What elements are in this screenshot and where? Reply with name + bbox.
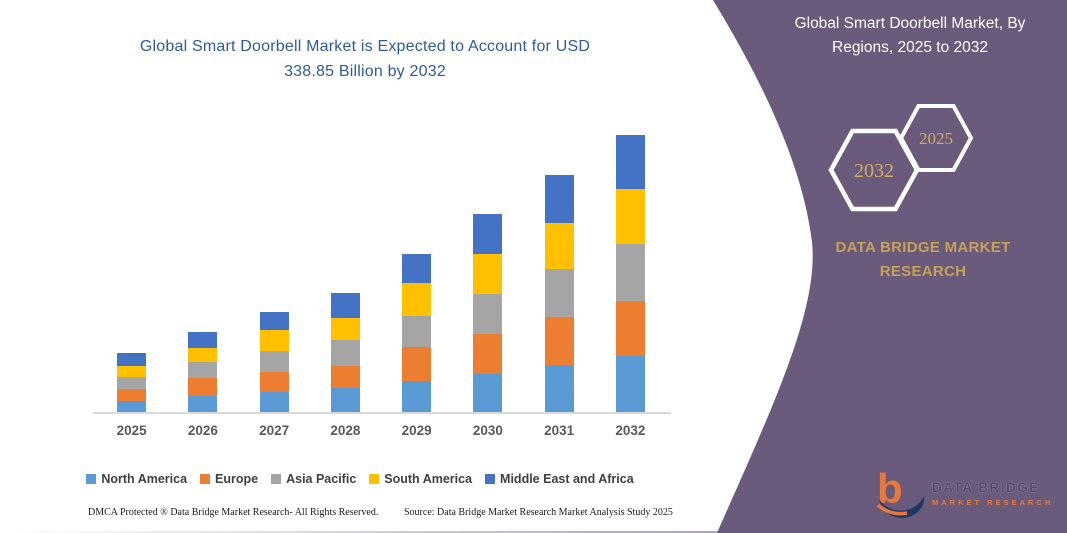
bar-segment — [402, 347, 432, 382]
bar-group-2032 — [615, 112, 645, 412]
brand-wordmark: DATA BRIDGE MARKET RESEARCH — [835, 239, 1011, 280]
bar-segment — [259, 312, 289, 331]
stacked-bar-2031 — [544, 174, 574, 412]
bar-segment — [330, 318, 360, 341]
hexagon-2032-label: 2032 — [854, 160, 894, 182]
bar-segment — [544, 365, 574, 412]
bar-segment — [259, 392, 289, 412]
bar-segment — [544, 317, 574, 366]
x-axis-label: 2026 — [187, 423, 218, 438]
bar-segment — [402, 316, 432, 348]
bar-segment — [188, 332, 218, 348]
bar-segment — [259, 330, 289, 351]
bar-segment — [615, 134, 645, 189]
bar-segment — [188, 347, 218, 363]
x-axis-baseline — [93, 412, 671, 414]
bar-segment — [615, 355, 645, 412]
bar-group-2028 — [330, 112, 360, 412]
bar-segment — [117, 366, 147, 378]
legend-label: South America — [384, 472, 473, 486]
x-axis-label: 2027 — [259, 423, 290, 438]
logo-subtitle: MARKET RESEARCH — [932, 497, 1054, 507]
bottom-border-line — [0, 531, 1067, 533]
bar-group-2026 — [188, 112, 218, 412]
legend-swatch — [485, 474, 496, 484]
dmca-notice: DMCA Protected ® Data Bridge Market Rese… — [88, 507, 379, 518]
bar-segment — [473, 253, 503, 294]
bar-segment — [259, 350, 289, 372]
bar-segment — [117, 400, 147, 412]
bar-group-2031 — [544, 112, 574, 412]
stacked-bar-2028 — [330, 293, 360, 412]
bar-segment — [544, 222, 574, 270]
source-note: Source: Data Bridge Market Research Mark… — [404, 507, 673, 518]
bar-segment — [117, 377, 147, 389]
panel-title: Global Smart Doorbell Market, By Regions… — [794, 15, 1026, 56]
legend-label: North America — [101, 472, 188, 486]
bar-group-2030 — [473, 112, 503, 412]
hexagon-years-graphic: 2032 2025 — [828, 104, 974, 212]
bar-segment — [615, 244, 645, 301]
bar-segment — [473, 374, 503, 412]
stacked-bar-2026 — [188, 332, 218, 412]
stacked-bar-plot — [96, 112, 666, 412]
bar-segment — [330, 293, 360, 319]
bar-group-2029 — [402, 112, 432, 412]
bar-segment — [473, 333, 503, 375]
bar-segment — [544, 174, 574, 223]
bar-segment — [544, 269, 574, 318]
chart-title: Global Smart Doorbell Market is Expected… — [139, 38, 591, 80]
legend-swatch — [200, 474, 211, 484]
chart-legend: North America Europe Asia Pacific South Ame… — [40, 472, 680, 486]
legend-swatch — [369, 474, 380, 484]
bar-segment — [615, 300, 645, 356]
bar-segment — [473, 293, 503, 334]
legend-label: Asia Pacific — [286, 472, 357, 486]
x-axis-label: 2030 — [472, 423, 503, 438]
bar-segment — [402, 254, 432, 284]
legend-label: Europe — [215, 472, 259, 486]
bar-segment — [117, 388, 147, 401]
bar-segment — [330, 387, 360, 412]
stacked-bar-2032 — [615, 134, 645, 412]
legend-swatch — [271, 474, 282, 484]
bar-segment — [330, 366, 360, 388]
legend-label: Middle East and Africa — [500, 472, 634, 486]
hexagon-2025-label: 2025 — [919, 129, 953, 148]
stacked-bar-2025 — [117, 353, 147, 412]
legend-item: Europe — [200, 472, 258, 486]
bar-segment — [402, 381, 432, 412]
x-axis-label: 2032 — [615, 423, 646, 438]
bar-group-2025 — [117, 112, 147, 412]
stacked-bar-2027 — [259, 312, 289, 412]
logo-name: DATA BRIDGE — [932, 479, 1040, 495]
legend-item: Asia Pacific — [271, 472, 356, 486]
bar-segment — [259, 372, 289, 392]
dbmr-logo-mark-icon: b — [876, 466, 925, 518]
x-axis-label: 2031 — [544, 423, 575, 438]
bar-segment — [615, 188, 645, 245]
bar-segment — [188, 362, 218, 378]
bar-group-2027 — [259, 112, 289, 412]
bar-segment — [188, 395, 218, 412]
stacked-bar-2030 — [473, 214, 503, 412]
legend-item: South America — [369, 472, 472, 486]
bar-segment — [402, 283, 432, 317]
legend-swatch — [86, 474, 97, 484]
dbmr-logo: b DATA BRIDGE MARKET RESEARCH — [876, 464, 1056, 522]
stacked-bar-2029 — [402, 254, 432, 412]
x-axis-label: 2025 — [116, 423, 147, 438]
x-axis-label: 2029 — [401, 423, 432, 438]
x-axis-labels: 2025 2026 2027 2028 2029 2030 2031 2032 — [96, 423, 666, 438]
x-axis-label: 2028 — [330, 423, 361, 438]
bar-segment — [473, 214, 503, 254]
bar-segment — [117, 353, 147, 367]
bar-segment — [188, 377, 218, 396]
legend-item: Middle East and Africa — [485, 472, 634, 486]
bar-segment — [330, 340, 360, 367]
legend-item: North America — [86, 472, 187, 486]
